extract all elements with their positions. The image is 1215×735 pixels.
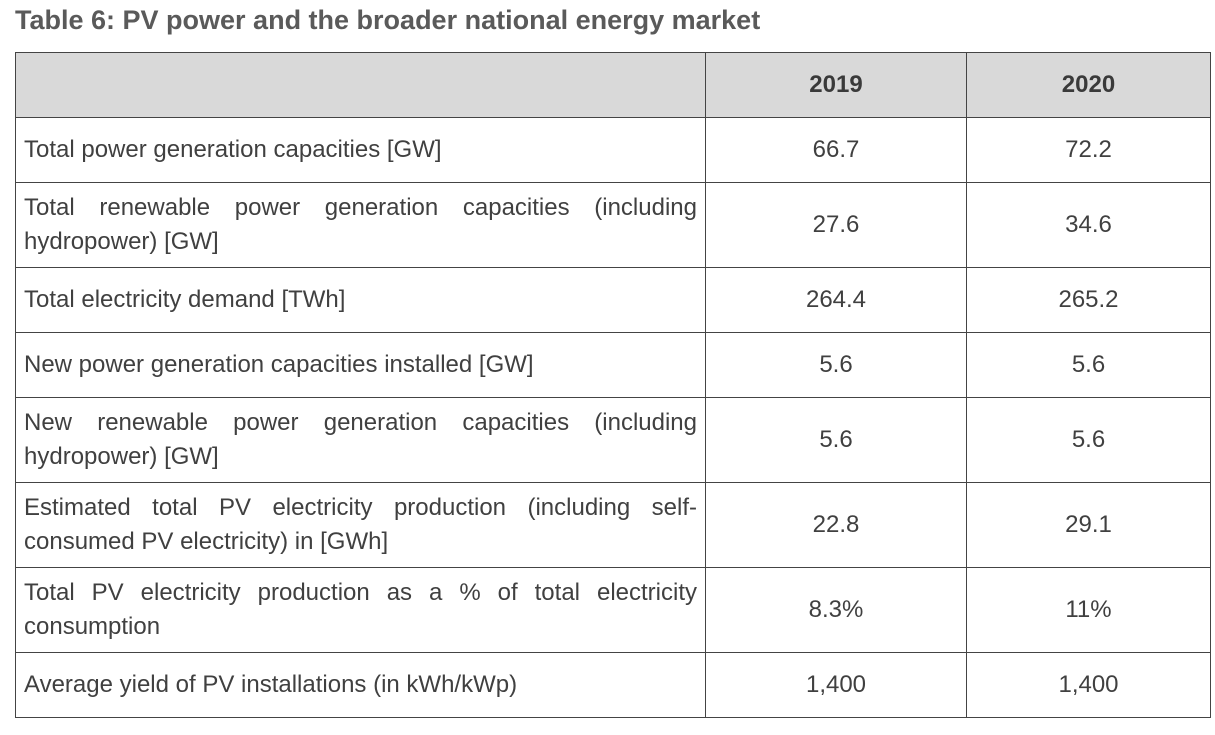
value-2020: 29.1 <box>966 482 1211 568</box>
value-2020: 72.2 <box>966 117 1211 183</box>
header-cell-label <box>15 52 706 118</box>
table-row: Total renewable power generation capacit… <box>15 182 1211 268</box>
row-label: Total renewable power generation capacit… <box>15 182 706 268</box>
value-2019: 27.6 <box>705 182 967 268</box>
header-cell-2019: 2019 <box>705 52 967 118</box>
row-label: New power generation capacities installe… <box>15 332 706 398</box>
table-header-row: 2019 2020 <box>15 52 1211 118</box>
table-title: Table 6: PV power and the broader nation… <box>15 5 761 35</box>
value-2019: 264.4 <box>705 267 967 333</box>
value-2020: 5.6 <box>966 397 1211 483</box>
table-row: Total PV electricity production as a % o… <box>15 567 1211 653</box>
value-2020: 1,400 <box>966 652 1211 718</box>
row-label: New renewable power generation capacitie… <box>15 397 706 483</box>
table-row: New power generation capacities installe… <box>15 332 1211 398</box>
value-2020: 34.6 <box>966 182 1211 268</box>
row-label: Total PV electricity production as a % o… <box>15 567 706 653</box>
value-2019: 8.3% <box>705 567 967 653</box>
row-label: Total power generation capacities [GW] <box>15 117 706 183</box>
row-label: Total electricity demand [TWh] <box>15 267 706 333</box>
table-row: Average yield of PV installations (in kW… <box>15 652 1211 718</box>
table-row: Estimated total PV electricity productio… <box>15 482 1211 568</box>
value-2020: 265.2 <box>966 267 1211 333</box>
table-row: Total power generation capacities [GW] 6… <box>15 117 1211 183</box>
value-2020: 11% <box>966 567 1211 653</box>
energy-market-table: 2019 2020 Total power generation capacit… <box>15 52 1211 718</box>
value-2019: 1,400 <box>705 652 967 718</box>
table-row: Total electricity demand [TWh] 264.4 265… <box>15 267 1211 333</box>
header-cell-2020: 2020 <box>966 52 1211 118</box>
table-row: New renewable power generation capacitie… <box>15 397 1211 483</box>
value-2020: 5.6 <box>966 332 1211 398</box>
row-label: Average yield of PV installations (in kW… <box>15 652 706 718</box>
value-2019: 22.8 <box>705 482 967 568</box>
value-2019: 5.6 <box>705 397 967 483</box>
value-2019: 66.7 <box>705 117 967 183</box>
row-label: Estimated total PV electricity productio… <box>15 482 706 568</box>
value-2019: 5.6 <box>705 332 967 398</box>
